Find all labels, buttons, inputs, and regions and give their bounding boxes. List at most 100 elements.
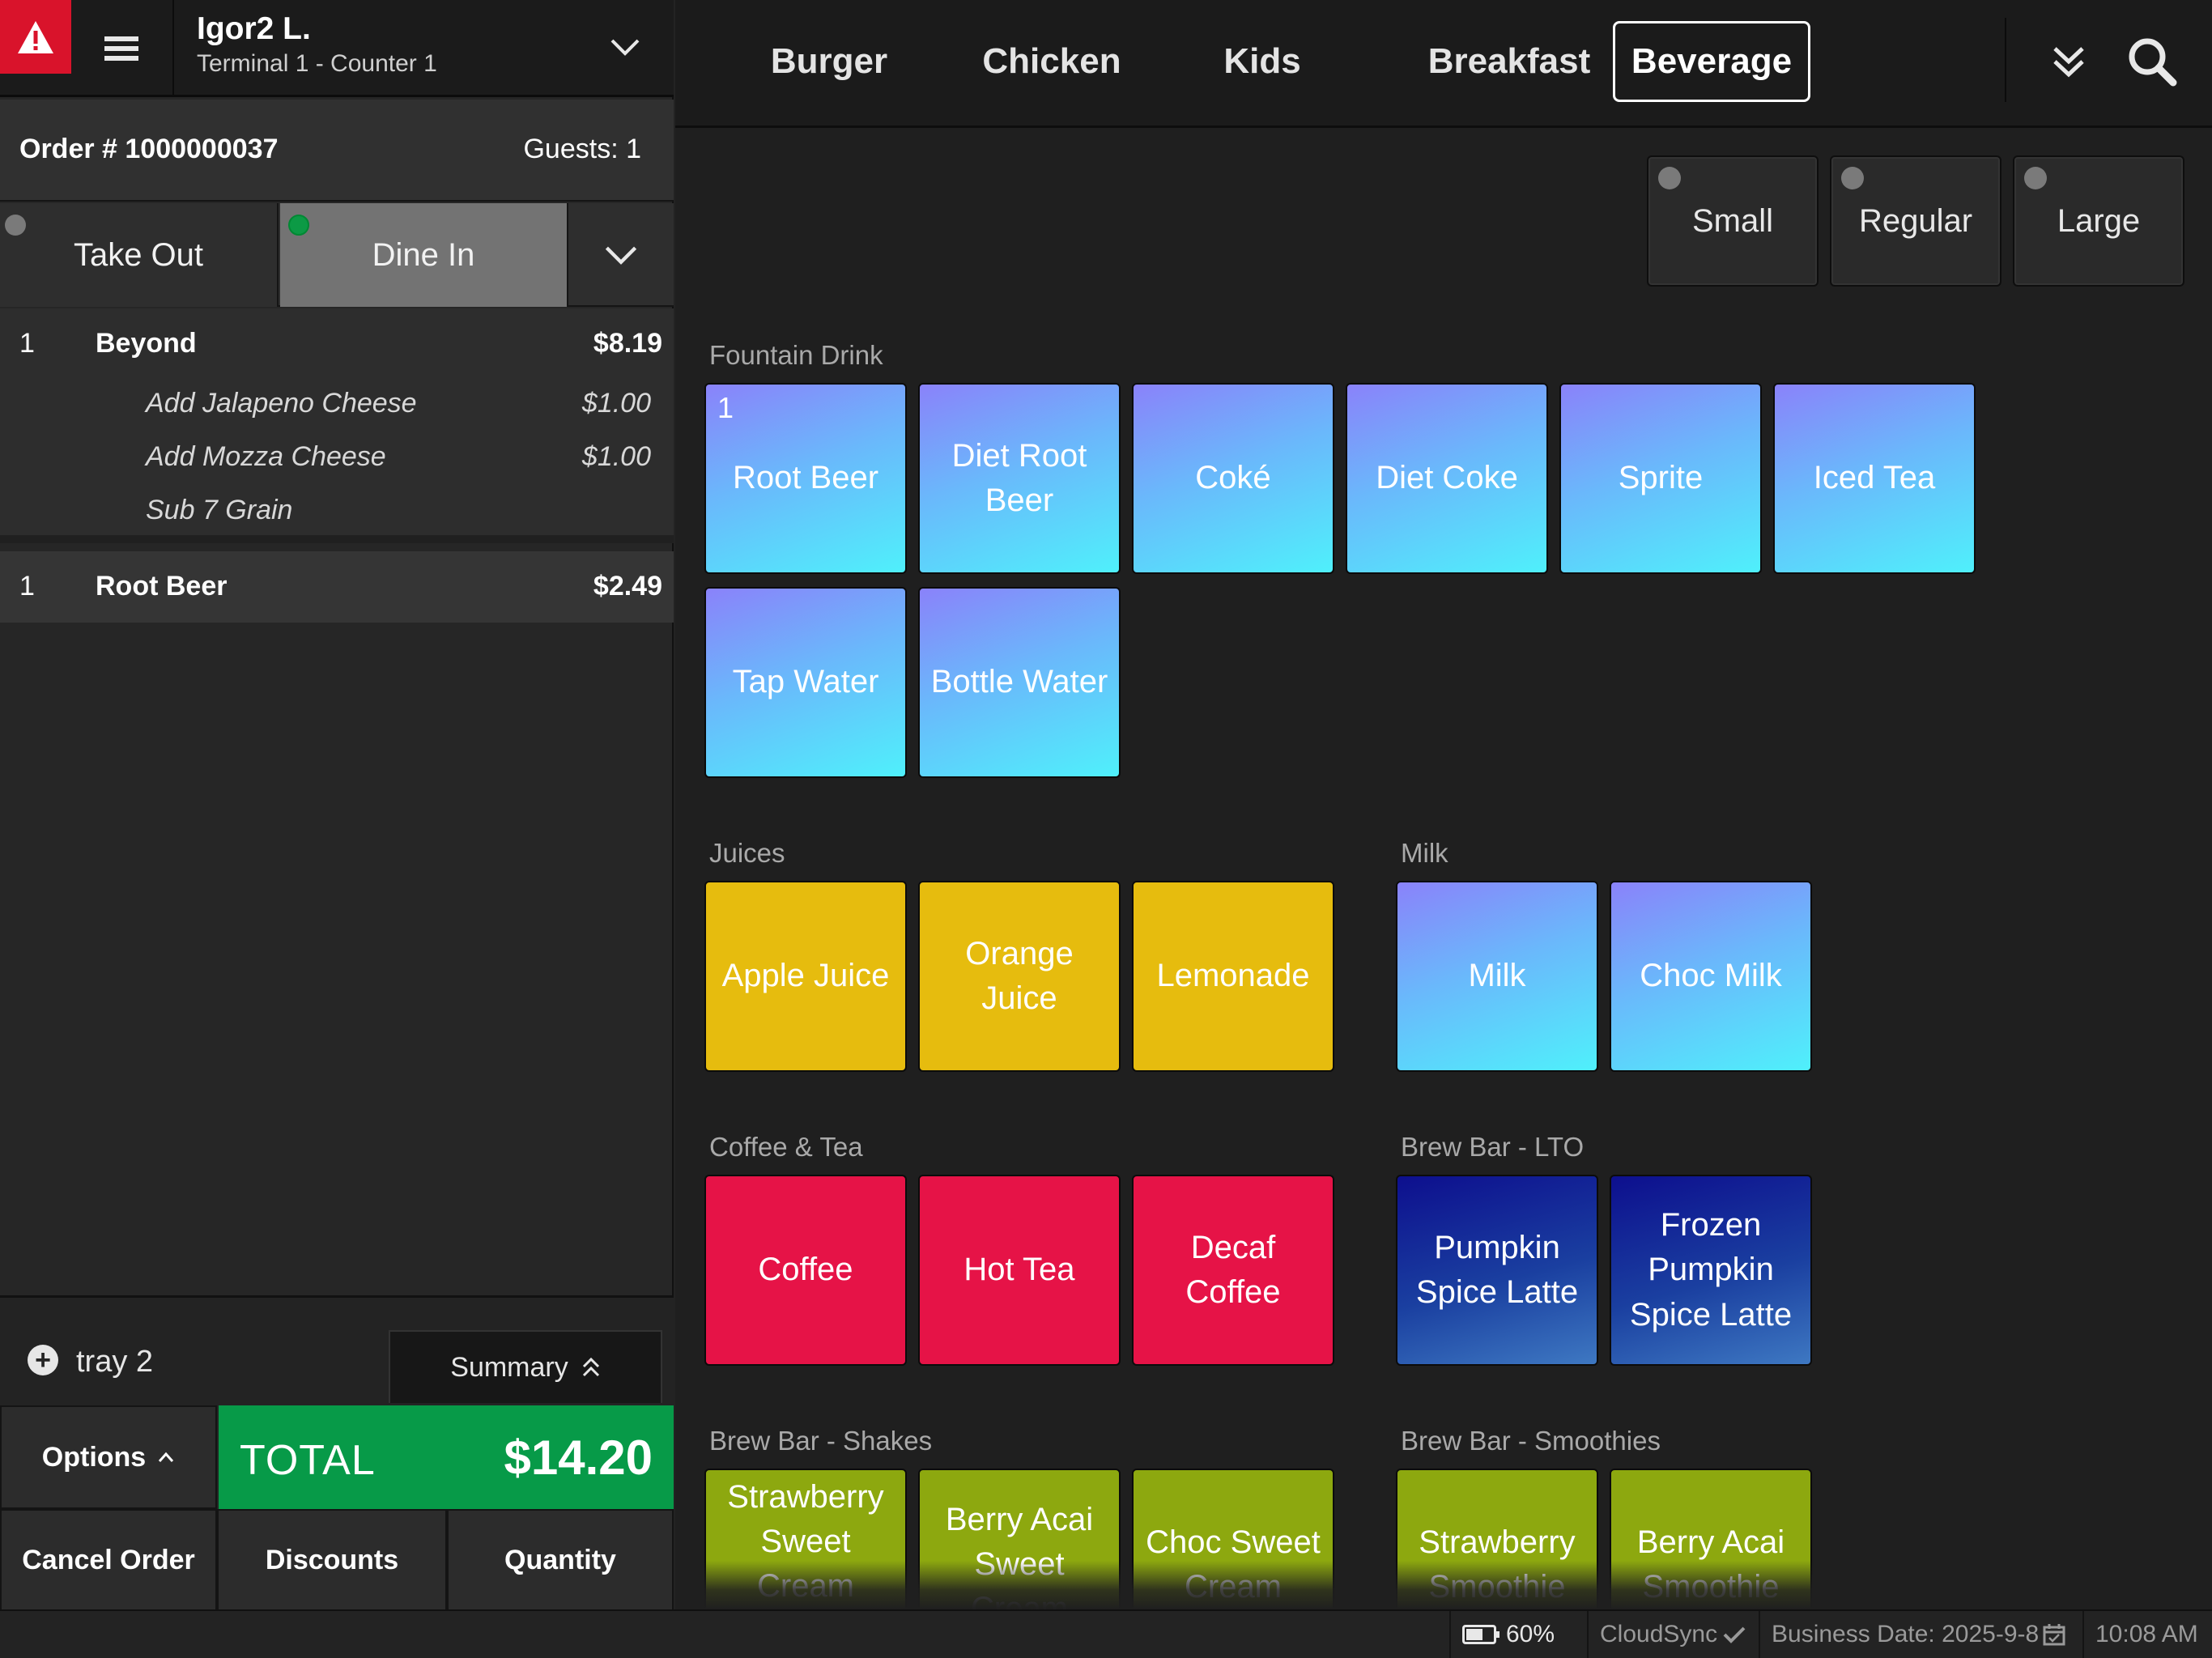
user-switcher[interactable]: Igor2 L. Terminal 1 - Counter 1 xyxy=(172,0,674,97)
menu-item-iced-tea[interactable]: Iced Tea xyxy=(1773,383,1976,574)
dine-in-button[interactable]: Dine In xyxy=(280,203,567,307)
menu-item-tap-water[interactable]: Tap Water xyxy=(704,587,907,778)
cloud-sync-label: CloudSync xyxy=(1600,1621,1718,1647)
menu-item-coke[interactable]: Coké xyxy=(1132,383,1334,574)
business-date-label: Business Date: 2025-9-8 xyxy=(1772,1621,2040,1647)
summary-button[interactable]: Summary xyxy=(389,1330,662,1403)
size-label: Small xyxy=(1691,202,1774,239)
menu-item-lemonade[interactable]: Lemonade xyxy=(1132,881,1334,1072)
tab-beverage[interactable]: Beverage xyxy=(1613,21,1810,102)
line-modifier[interactable]: Add Jalapeno Cheese $1.00 xyxy=(0,376,674,430)
nav-divider xyxy=(2005,18,2006,102)
menu-item-hot-tea[interactable]: Hot Tea xyxy=(918,1175,1121,1366)
section-juices: Juices xyxy=(709,838,785,868)
menu-item-bottle-water[interactable]: Bottle Water xyxy=(918,587,1121,778)
radio-off-icon xyxy=(1658,167,1681,189)
menu-item-milk[interactable]: Milk xyxy=(1396,881,1598,1072)
section-brew-bar-smoothies: Brew Bar - Smoothies xyxy=(1401,1426,1661,1456)
double-chevron-down-icon[interactable] xyxy=(2040,34,2097,91)
line-modifier[interactable]: Sub 7 Grain xyxy=(0,483,674,537)
tab-breakfast[interactable]: Breakfast xyxy=(1427,41,1591,81)
size-large-button[interactable]: Large xyxy=(2013,155,2184,287)
modifier-price: $1.00 xyxy=(581,388,651,419)
category-nav: Burger Chicken Kids Breakfast Beverage xyxy=(675,0,2212,128)
calendar-icon xyxy=(2043,1624,2065,1646)
item-count-badge: 1 xyxy=(717,391,734,424)
menu-item-apple-juice[interactable]: Apple Juice xyxy=(704,881,907,1072)
modifier-name: Add Mozza Cheese xyxy=(146,441,386,472)
tray-label[interactable]: tray 2 xyxy=(76,1345,154,1379)
radio-off-icon xyxy=(2024,167,2047,189)
menu-item-label: Root Beer xyxy=(732,460,879,496)
menu-item-decaf-coffee[interactable]: Decaf Coffee xyxy=(1132,1175,1334,1366)
guests-count[interactable]: Guests: 1 xyxy=(523,134,641,164)
size-regular-button[interactable]: Regular xyxy=(1830,155,2001,287)
total-display[interactable]: TOTAL $14.20 xyxy=(219,1405,674,1509)
search-icon[interactable] xyxy=(2123,32,2181,91)
size-label: Regular xyxy=(1858,202,1973,239)
quantity-button[interactable]: Quantity xyxy=(447,1509,674,1612)
total-label: TOTAL xyxy=(240,1437,376,1484)
order-footer: + tray 2 Summary Options TOTAL $14.20 Ca… xyxy=(0,1295,674,1612)
size-small-button[interactable]: Small xyxy=(1647,155,1819,287)
line-name: Root Beer xyxy=(96,571,228,602)
plus-circle-icon[interactable]: + xyxy=(28,1345,58,1375)
user-name: Igor2 L. xyxy=(197,11,311,46)
status-bar: 60% CloudSync Business Date: 2025-9-8 10… xyxy=(0,1609,2212,1658)
hamburger-menu-icon xyxy=(104,46,138,51)
line-price: $2.49 xyxy=(593,571,662,602)
size-label: Large xyxy=(2057,202,2141,239)
tab-kids[interactable]: Kids xyxy=(1223,41,1301,81)
line-modifier[interactable]: Add Mozza Cheese $1.00 xyxy=(0,430,674,483)
order-line-item[interactable]: 1 Root Beer $2.49 xyxy=(0,551,674,623)
order-topbar: Igor2 L. Terminal 1 - Counter 1 xyxy=(0,0,674,97)
chevron-up-icon xyxy=(159,1452,174,1462)
menu-item-diet-coke[interactable]: Diet Coke xyxy=(1346,383,1548,574)
section-brew-bar-shakes: Brew Bar - Shakes xyxy=(709,1426,933,1456)
tab-chicken[interactable]: Chicken xyxy=(982,41,1121,81)
radio-on-icon xyxy=(288,215,309,236)
cancel-order-button[interactable]: Cancel Order xyxy=(0,1509,217,1612)
section-fountain-drink: Fountain Drink xyxy=(709,340,883,370)
scroll-fade xyxy=(675,1561,2212,1609)
double-chevron-up-icon xyxy=(582,1357,599,1377)
discounts-button[interactable]: Discounts xyxy=(217,1509,447,1612)
order-header: Order # 1000000037 Guests: 1 xyxy=(0,100,674,202)
tab-burger[interactable]: Burger xyxy=(770,41,888,81)
menu-item-sprite[interactable]: Sprite xyxy=(1559,383,1762,574)
business-date-status[interactable]: Business Date: 2025-9-8 xyxy=(1759,1611,2082,1658)
battery-status: 60% xyxy=(1449,1611,1587,1658)
menu-item-choc-milk[interactable]: Choc Milk xyxy=(1610,881,1812,1072)
main-menu-button[interactable] xyxy=(81,18,162,79)
section-coffee-tea: Coffee & Tea xyxy=(709,1132,863,1162)
order-type-more-button[interactable] xyxy=(567,203,674,307)
summary-label: Summary xyxy=(450,1351,568,1383)
total-value: $14.20 xyxy=(504,1431,653,1485)
order-line-item[interactable]: 1 Beyond $8.19 Add Jalapeno Cheese $1.00… xyxy=(0,308,674,543)
menu-item-coffee[interactable]: Coffee xyxy=(704,1175,907,1366)
clock: 10:08 AM xyxy=(2082,1611,2212,1658)
section-milk: Milk xyxy=(1401,838,1448,868)
take-out-button[interactable]: Take Out xyxy=(0,203,279,307)
terminal-label: Terminal 1 - Counter 1 xyxy=(197,50,437,77)
modifier-price: $1.00 xyxy=(581,441,651,472)
modifier-name: Sub 7 Grain xyxy=(146,495,293,525)
modifier-name: Add Jalapeno Cheese xyxy=(146,388,417,419)
cloud-sync-status[interactable]: CloudSync xyxy=(1587,1611,1759,1658)
alert-button[interactable] xyxy=(0,0,71,74)
line-qty: 1 xyxy=(19,328,35,359)
warning-icon xyxy=(18,20,53,53)
battery-percent: 60% xyxy=(1506,1621,1555,1647)
menu-item-pumpkin-spice-latte[interactable]: Pumpkin Spice Latte xyxy=(1396,1175,1598,1366)
line-name: Beyond xyxy=(96,328,197,359)
radio-off-icon xyxy=(1841,167,1864,189)
order-panel: Igor2 L. Terminal 1 - Counter 1 Order # … xyxy=(0,0,674,1612)
menu-item-diet-root-beer[interactable]: Diet Root Beer xyxy=(918,383,1121,574)
chevron-down-icon xyxy=(610,39,640,56)
menu-item-root-beer[interactable]: 1 Root Beer xyxy=(704,383,907,574)
line-qty: 1 xyxy=(19,571,35,602)
order-type-selector: Take Out Dine In xyxy=(0,203,674,307)
menu-item-orange-juice[interactable]: Orange Juice xyxy=(918,881,1121,1072)
options-button[interactable]: Options xyxy=(0,1405,217,1509)
menu-item-frozen-pumpkin-spice-latte[interactable]: Frozen Pumpkin Spice Latte xyxy=(1610,1175,1812,1366)
